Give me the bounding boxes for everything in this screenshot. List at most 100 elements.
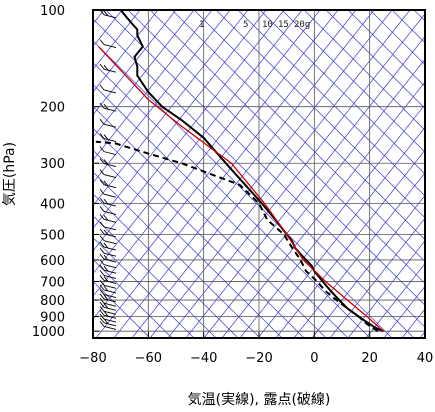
adiabat-line: [167, 13, 425, 338]
wind-barb-flag: [99, 270, 105, 276]
mixing-ratio-labels: 1 5 10 15 20g: [199, 20, 310, 30]
x-tick-label: 40: [417, 351, 434, 366]
x-tick-label: 20: [361, 351, 378, 366]
wind-barb-shaft: [103, 68, 117, 73]
moist-adiabat-line: [93, 258, 173, 338]
wind-barb-flag: [99, 84, 105, 91]
wind-barb-flag: [103, 159, 109, 165]
adiabat-line: [131, 10, 393, 338]
wind-barbs: [99, 9, 117, 330]
wind-barb-shaft: [103, 274, 117, 279]
wind-barb-flag: [99, 306, 105, 312]
wind-barb-flag: [99, 280, 105, 286]
wind-barb-flag: [103, 276, 109, 282]
wind-barb-flag: [103, 285, 109, 292]
moist-adiabat-line: [93, 18, 415, 338]
moist-adiabat-line: [127, 10, 425, 306]
moist-adiabat-line: [325, 10, 425, 109]
moist-adiabat-line: [215, 10, 425, 219]
moist-adiabat-line: [93, 127, 305, 338]
wind-barb-shaft: [103, 264, 117, 269]
wind-barb-flag: [99, 241, 105, 248]
wind-barb-shaft: [103, 14, 117, 19]
wind-barb-flag: [99, 39, 105, 45]
wind-barb-shaft: [103, 193, 117, 198]
moist-adiabat-line: [93, 84, 349, 338]
moist-adiabat-line: [93, 171, 261, 338]
wind-barb-shaft: [103, 258, 117, 263]
wind-barb-flag: [99, 206, 105, 212]
wind-barb-flag: [99, 235, 105, 241]
wind-barb-shaft: [103, 289, 117, 294]
adiabat-line: [203, 58, 425, 338]
y-tick-label: 600: [40, 254, 65, 269]
adiabat-lines: [93, 10, 425, 338]
moist-adiabat-line: [193, 10, 425, 241]
adiabat-line: [93, 10, 195, 138]
wind-barb-shaft: [103, 252, 117, 257]
wind-barb-shaft: [103, 107, 117, 112]
wind-barb-shaft: [103, 151, 117, 156]
moist-adiabat-line: [347, 10, 425, 88]
wind-barb-shaft: [103, 318, 117, 323]
wind-barb-shaft: [103, 44, 117, 49]
wind-barb-shaft: [103, 246, 117, 251]
mixing-ratio-label: 10: [262, 20, 273, 30]
moist-adiabat-line: [93, 40, 393, 338]
moist-adiabat-line: [93, 237, 195, 338]
wind-barb-shaft: [103, 138, 117, 143]
wind-barb-flag: [99, 302, 105, 308]
data-series: [95, 10, 384, 333]
wind-barb-flag: [103, 265, 109, 272]
reference-curve: [98, 46, 384, 332]
wind-barb-shaft: [103, 233, 117, 238]
wind-barb-shaft: [103, 279, 117, 284]
y-tick-label: 400: [40, 197, 65, 212]
x-tick-label: −20: [245, 351, 272, 366]
mixing-ratio-label: 20g: [294, 20, 310, 30]
moist-adiabat-line: [281, 10, 425, 153]
adiabat-line: [347, 240, 425, 338]
adiabat-line: [365, 263, 425, 338]
wind-barb-flag: [103, 310, 109, 317]
y-tick-label: 200: [40, 101, 65, 116]
adiabat-line: [93, 10, 285, 252]
wind-barb-shaft: [103, 314, 117, 319]
moist-adiabat-line: [149, 10, 425, 284]
wind-barb-flag: [103, 318, 109, 325]
grid-lines: [93, 10, 425, 338]
wind-barb-flag: [99, 158, 105, 164]
wind-barb-flag: [99, 169, 105, 175]
wind-barb-flag: [99, 317, 105, 324]
wind-barb-flag: [99, 284, 105, 291]
y-tick-label: 900: [40, 310, 65, 325]
wind-barb-flag: [99, 118, 105, 125]
mixing-ratio-label: 5: [243, 20, 248, 30]
y-tick-label: 700: [40, 275, 65, 290]
y-tick-label: 500: [40, 229, 65, 244]
adiabat-line: [93, 10, 213, 161]
wind-barb-shaft: [103, 325, 117, 330]
wind-barb-flag: [103, 198, 109, 205]
x-axis-title: 気温(実線), 露点(破線): [188, 392, 331, 408]
y-tick-label: 300: [40, 157, 65, 172]
wind-barb-flag: [99, 197, 105, 204]
y-tick-label: 800: [40, 294, 65, 309]
adiabat-line: [113, 10, 375, 338]
adiabat-line: [93, 10, 231, 184]
adiabat-line: [311, 194, 425, 338]
wind-barb-flag: [103, 10, 109, 17]
wind-barb-flag: [99, 133, 105, 139]
dewpoint-line: [95, 140, 379, 333]
wind-barb-flag: [103, 64, 109, 71]
wind-barb-shaft: [103, 269, 117, 274]
wind-barb-flag: [103, 229, 109, 236]
moist-adiabat-line: [93, 105, 327, 338]
adiabat-line: [221, 81, 425, 338]
adiabat-line: [93, 10, 321, 297]
adiabat-line: [93, 10, 177, 116]
x-ticks: −80 −60 −40 −20 0 20 40: [79, 332, 433, 366]
mixing-ratio-label: 1: [199, 20, 204, 30]
moist-adiabat-line: [259, 10, 425, 175]
moist-adiabat-line: [93, 193, 239, 338]
